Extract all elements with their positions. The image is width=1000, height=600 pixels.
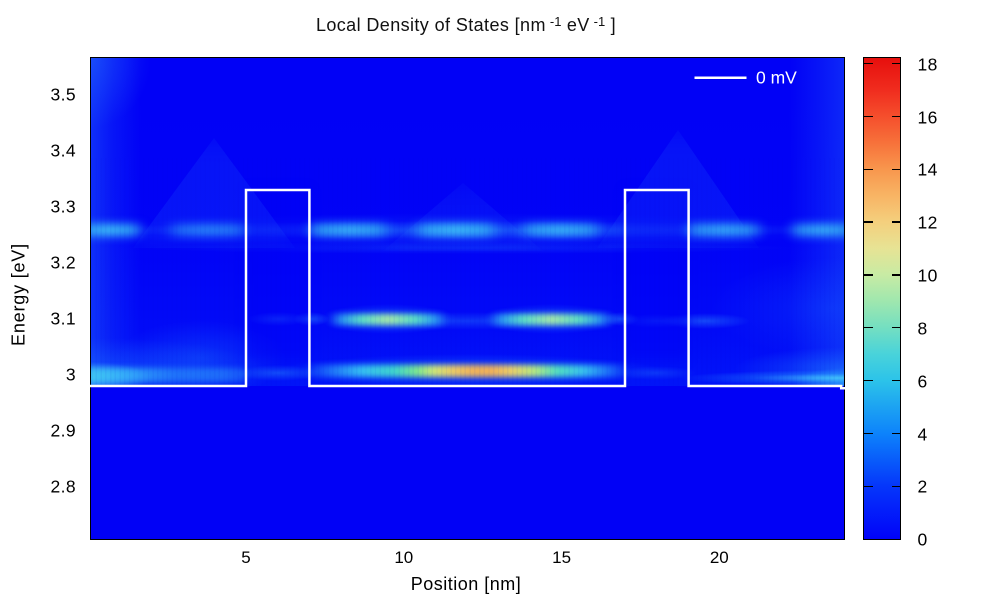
svg-text:0 mV: 0 mV bbox=[756, 68, 797, 88]
